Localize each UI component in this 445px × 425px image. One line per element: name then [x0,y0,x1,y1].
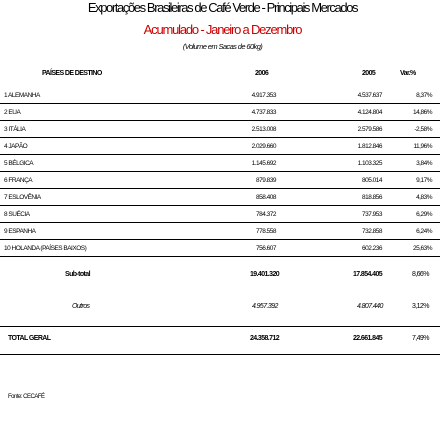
value-2006-cell: 4.737.833 [169,103,277,121]
value-2006-cell: 879.839 [169,171,277,189]
header-2006: 2006 [255,70,269,77]
variation-cell: 6,29% [382,205,440,223]
country-cell: 4 JAPÃO [0,137,169,155]
variation-cell: 11,96% [382,137,440,155]
country-cell: 9 ESPANHA [0,222,169,240]
value-2005-cell: 805.014 [276,171,383,189]
country-cell: 5 BÉLGICA [0,154,169,172]
subtotal-2005: 17.854.405 [353,271,383,278]
table-row: 2 EUA 4.737.833 4.124.804 14,86% [0,103,440,121]
table-row: 3 ITÁLIA 2.513.008 2.579.586 -2,58% [0,120,440,138]
variation-cell: 8,37% [382,87,440,104]
table-row: 1 ALEMANHA 4.917.353 4.537.637 8,37% [0,87,440,104]
header-2005: 2005 [362,70,376,77]
others-var: 3,12% [412,303,429,310]
variation-cell: 25,63% [382,239,440,257]
value-2005-cell: 4.124.804 [276,103,383,121]
value-2005-cell: 737.953 [276,205,383,223]
table-row: 10 HOLANDA (PAÍSES BAIXOS) 756.607 602.236… [0,239,440,257]
table-row: 8 SUÉCIA 784.372 737.953 6,29% [0,205,440,223]
others-2005: 4.807.440 [357,303,383,310]
variation-cell: 4,83% [382,188,440,206]
variation-cell: 14,86% [382,103,440,121]
source-note: Fonte: CECAFÉ [8,394,45,400]
page-subtitle: Acumulado - Janeiro a Dezembro [143,22,303,37]
value-2006-cell: 4.917.353 [169,87,277,104]
table-row: 7 ESLOVÊNIA 858.408 818.856 4,83% [0,188,440,206]
value-2006-cell: 858.408 [169,188,277,206]
value-2006-cell: 784.372 [169,205,277,223]
country-cell: 1 ALEMANHA [0,87,169,104]
country-cell: 10 HOLANDA (PAÍSES BAIXOS) [0,239,169,257]
total-divider [0,326,440,327]
variation-cell: 9,17% [382,171,440,189]
value-2006-cell: 1.145.692 [169,154,277,172]
value-2006-cell: 2.513.008 [169,120,277,138]
total-2005: 22.661.845 [353,335,383,342]
others-2006: 4.957.392 [252,303,278,310]
value-2005-cell: 4.537.637 [276,87,383,104]
page-title: Exportações Brasileiras de Café Verde - … [87,0,359,15]
header-var: Var.% [400,70,416,77]
total-label: TOTAL GERAL [8,335,51,342]
unit-note: (Volume em Sacas de 60kg) [182,42,263,51]
subtotal-var: 8,66% [412,271,429,278]
country-cell: 8 SUÉCIA [0,205,169,223]
value-2006-cell: 778.558 [169,222,277,240]
value-2006-cell: 756.607 [169,239,277,257]
variation-cell: 3,84% [382,154,440,172]
table-row: 5 BÉLGICA 1.145.692 1.103.325 3,84% [0,154,440,172]
total-2006: 24.358.712 [250,335,280,342]
value-2005-cell: 818.856 [276,188,383,206]
country-cell: 3 ITÁLIA [0,120,169,138]
variation-cell: -2,58% [382,120,440,138]
country-cell: 7 ESLOVÊNIA [0,188,169,206]
others-label: Outros [72,303,90,310]
table-row: 4 JAPÃO 2.029.660 1.812.846 11,96% [0,137,440,155]
subtotal-label: Sub-total [65,271,91,278]
subtotal-2006: 19.401.320 [250,271,280,278]
country-cell: 6 FRANÇA [0,171,169,189]
value-2005-cell: 2.579.586 [276,120,383,138]
exports-table: 1 ALEMANHA 4.917.353 4.537.637 8,37% 2 EUA 4.… [0,87,440,257]
table-row: 9 ESPANHA 778.558 732.858 6,24% [0,222,440,240]
table-row: 6 FRANÇA 879.839 805.014 9,17% [0,171,440,189]
value-2005-cell: 602.236 [276,239,383,257]
variation-cell: 6,24% [382,222,440,240]
country-cell: 2 EUA [0,103,169,121]
value-2005-cell: 1.812.846 [276,137,383,155]
total-bottom-divider [0,354,440,355]
value-2005-cell: 1.103.325 [276,154,383,172]
value-2006-cell: 2.029.660 [169,137,277,155]
value-2005-cell: 732.858 [276,222,383,240]
total-var: 7,49% [412,335,429,342]
header-country: PAÍSES DE DESTINO [42,70,102,77]
